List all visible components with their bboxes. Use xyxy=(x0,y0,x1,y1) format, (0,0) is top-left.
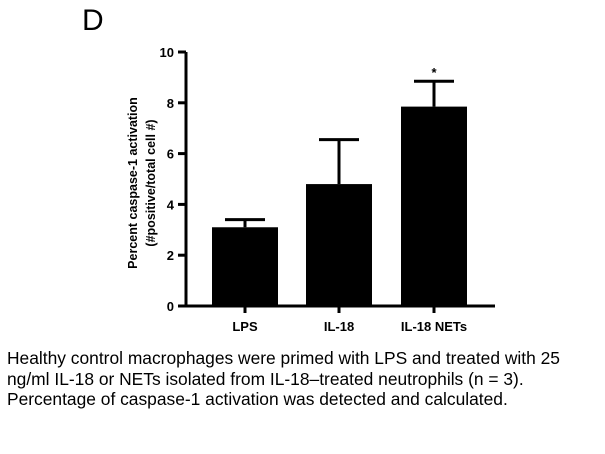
y-axis-title: Percent caspase-1 activation (#positive/… xyxy=(126,97,158,269)
y-tick-label: 8 xyxy=(167,96,174,111)
x-tick-label: IL-18 xyxy=(324,319,354,334)
plot-area: 0 2 4 6 8 10 LPS IL-18 IL-18 NETs * xyxy=(160,45,495,334)
bar xyxy=(306,184,372,306)
figure-caption: Healthy control macrophages were primed … xyxy=(7,348,560,409)
y-tick-label: 2 xyxy=(167,248,174,263)
significance-marker: * xyxy=(431,65,437,80)
y-tick-label: 0 xyxy=(167,299,174,314)
bar xyxy=(212,227,278,306)
y-axis-title-line1: Percent caspase-1 activation xyxy=(126,97,140,269)
y-tick-label: 4 xyxy=(167,197,175,212)
bar-chart: Percent caspase-1 activation (#positive/… xyxy=(126,45,495,334)
panel-label: D xyxy=(82,4,104,37)
y-tick-label: 10 xyxy=(160,45,174,60)
bar xyxy=(401,106,467,306)
x-tick-label: LPS xyxy=(232,319,258,334)
y-tick-label: 6 xyxy=(167,147,174,162)
x-tick-label: IL-18 NETs xyxy=(401,319,467,334)
y-axis-title-line2: (#positive/total cell #) xyxy=(144,119,158,246)
